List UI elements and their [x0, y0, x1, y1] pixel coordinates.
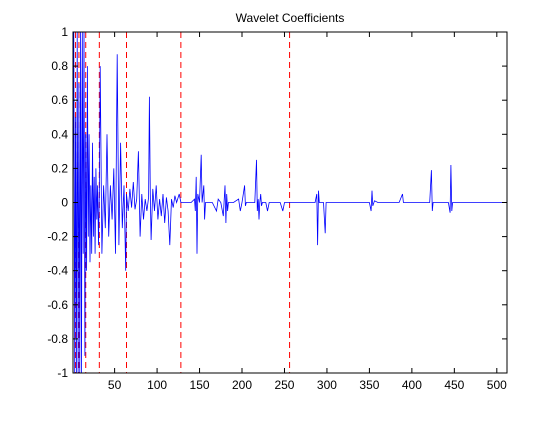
x-tick-label: 50: [108, 378, 122, 392]
x-tick-label: 250: [274, 378, 294, 392]
y-tick-label: -1: [57, 366, 68, 380]
y-tick-label: 1: [61, 25, 68, 39]
series-line: [73, 32, 507, 373]
x-axis: 50 100 150 200 250 300 350 400 450 500: [108, 32, 507, 392]
x-tick-label: 150: [190, 378, 210, 392]
y-tick-label: 0.2: [51, 161, 68, 175]
x-tick-label: 450: [444, 378, 464, 392]
y-tick-label: 0.4: [51, 127, 68, 141]
y-tick-label: 0.6: [51, 93, 68, 107]
y-tick-label: 0: [61, 196, 68, 210]
x-tick-label: 500: [487, 378, 507, 392]
y-axis: -1 -0.8 -0.6 -0.4 -0.2 0 0.2 0.4 0.6 0.8 1: [47, 25, 507, 380]
y-tick-label: -0.8: [47, 332, 68, 346]
y-tick-label: -0.6: [47, 298, 68, 312]
x-tick-label: 200: [232, 378, 252, 392]
y-tick-label: -0.2: [47, 230, 68, 244]
x-tick-label: 400: [402, 378, 422, 392]
y-tick-label: 0.8: [51, 59, 68, 73]
x-tick-label: 100: [147, 378, 167, 392]
chart-title: Wavelet Coefficients: [236, 11, 345, 25]
y-tick-label: -0.4: [47, 264, 68, 278]
x-tick-label: 300: [317, 378, 337, 392]
series-layer: [73, 32, 507, 373]
x-tick-label: 350: [359, 378, 379, 392]
